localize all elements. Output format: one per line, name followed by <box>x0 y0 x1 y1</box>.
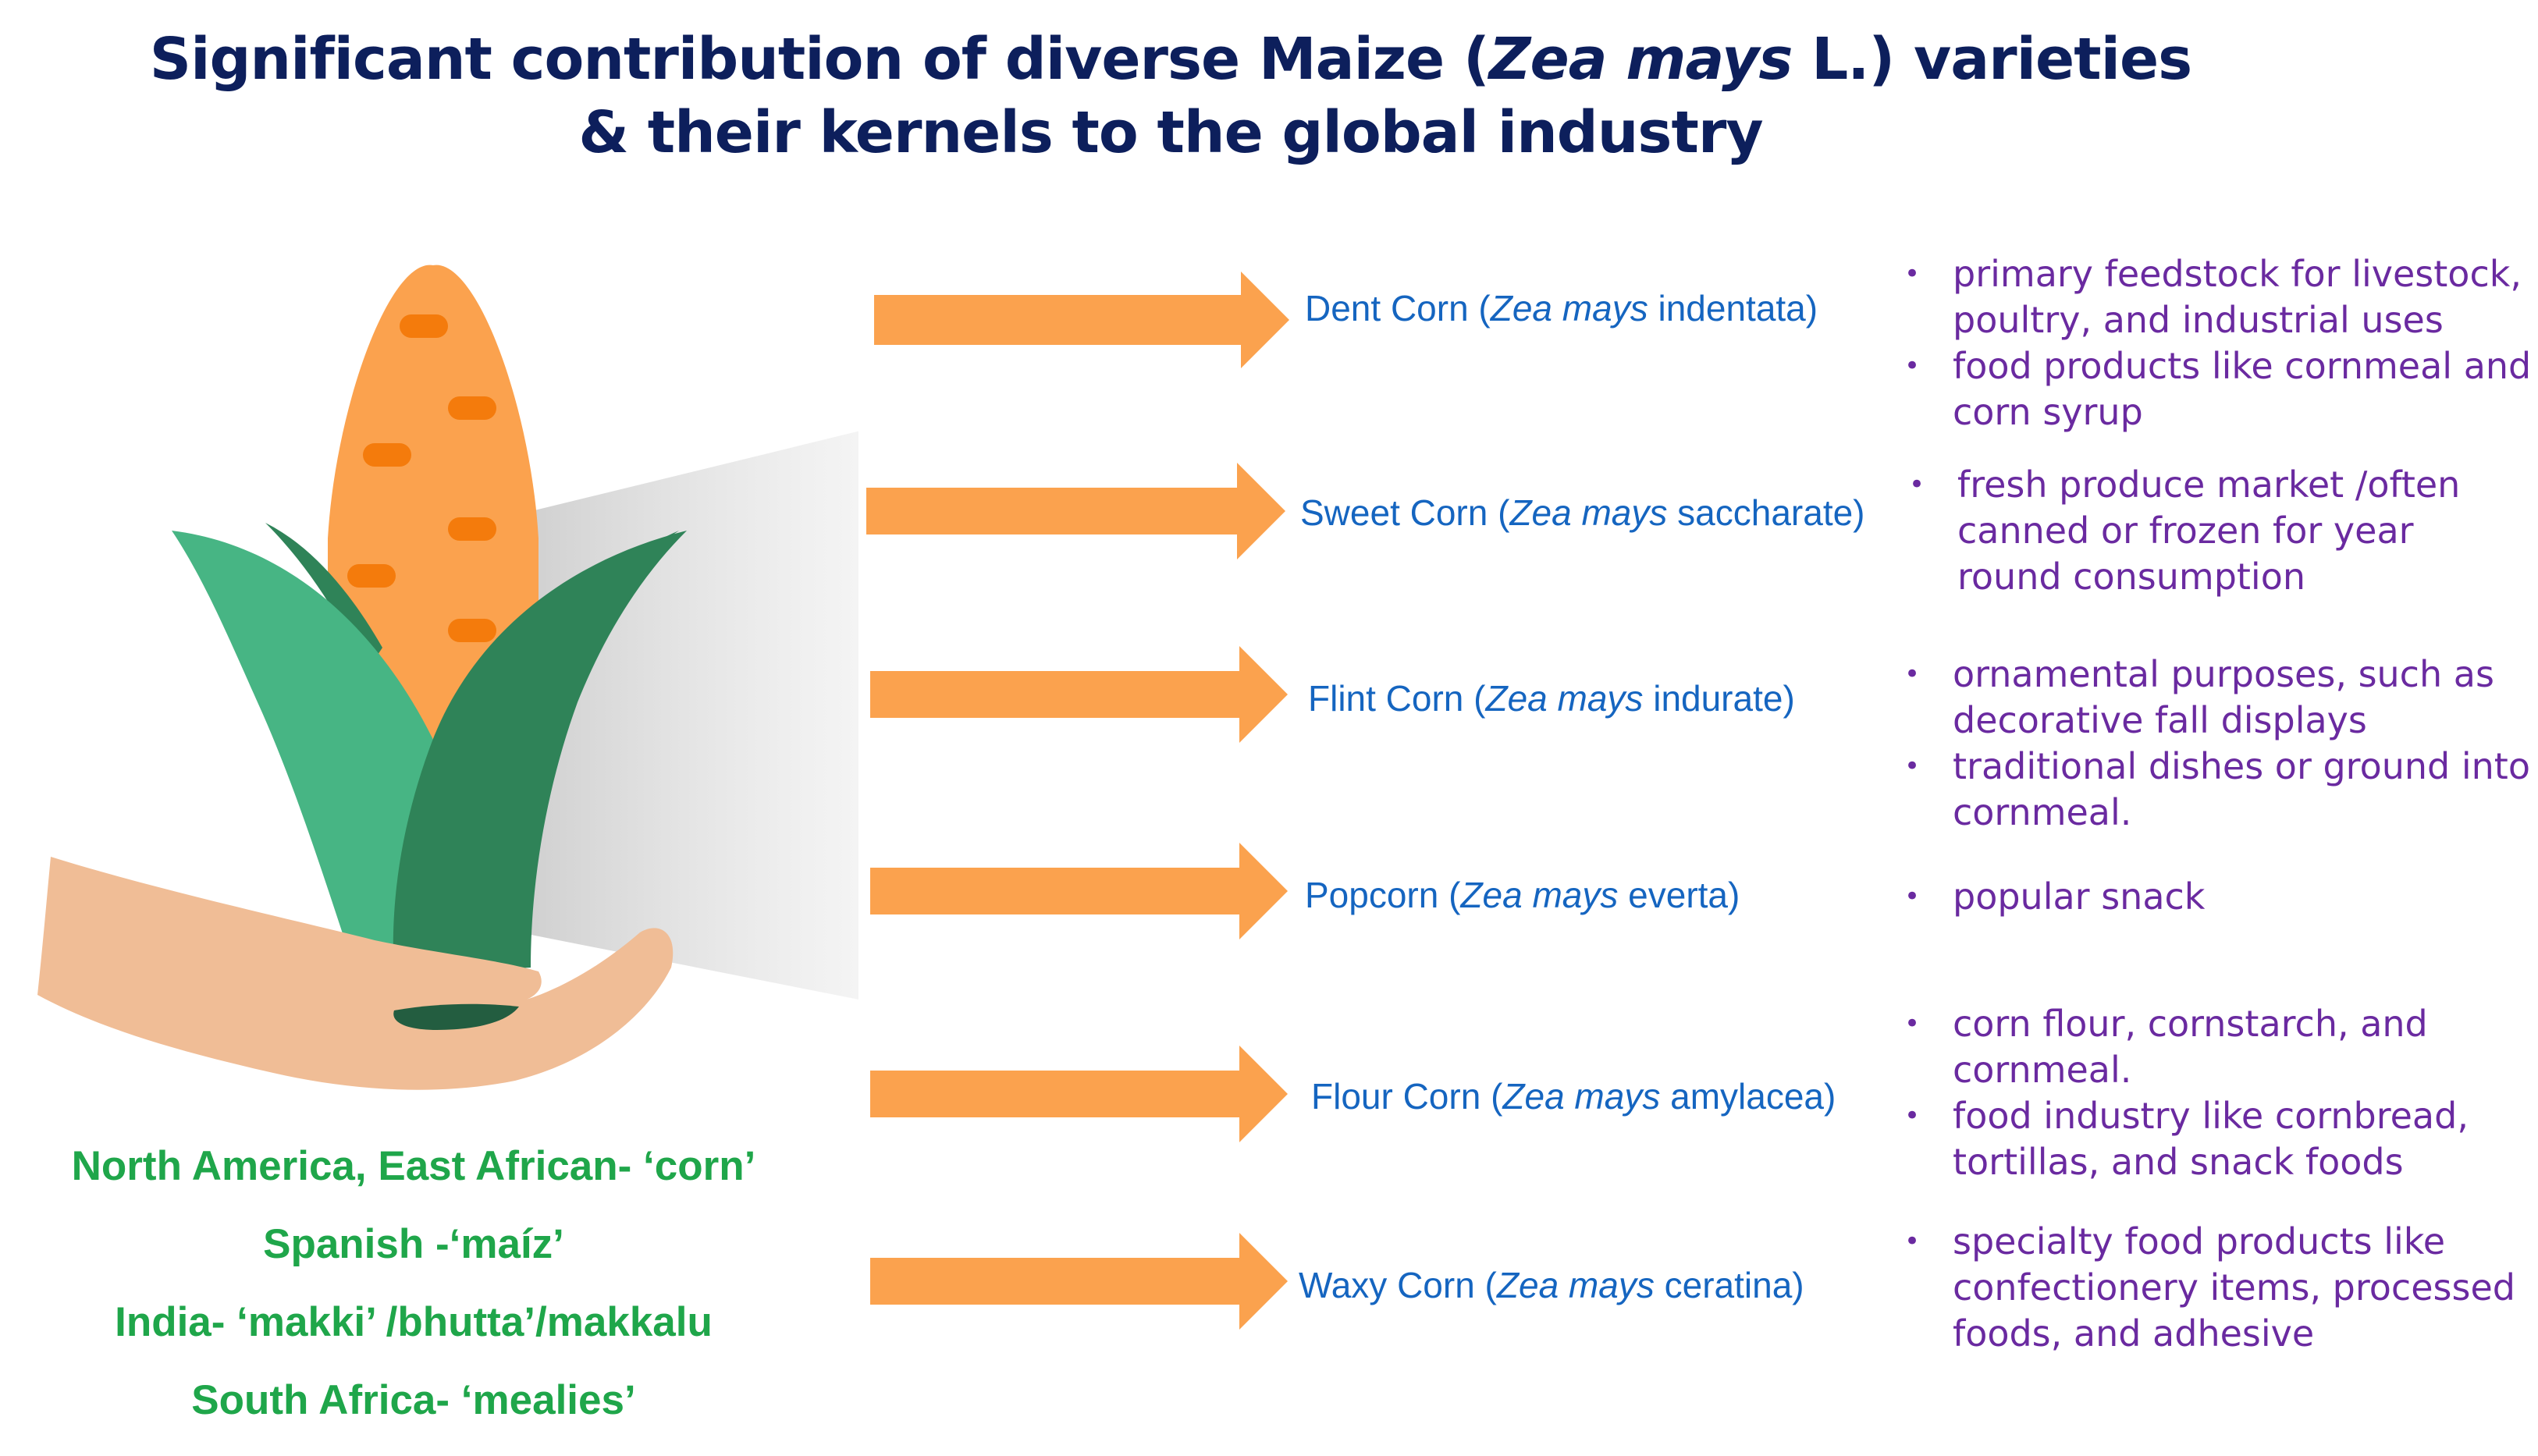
corn-husk <box>172 523 687 983</box>
title-text-end: L.) varieties <box>1792 26 2192 93</box>
kernel-mark <box>347 564 396 588</box>
variety-label-dent-corn: Dent Corn (Zea mays indentata) <box>1305 288 1818 328</box>
arrow-right-icon <box>870 1233 1288 1330</box>
arrow-group <box>866 272 1289 1330</box>
use-item: ornamental purposes, such as decorative … <box>1904 652 2538 744</box>
use-item: traditional dishes or ground into cornme… <box>1904 744 2538 836</box>
uses-list-flour-corn: corn flour, cornstarch, and cornmeal. fo… <box>1904 1001 2538 1185</box>
variety-label-popcorn: Popcorn (Zea mays everta) <box>1305 875 1740 915</box>
use-item: corn flour, cornstarch, and cornmeal. <box>1904 1001 2515 1093</box>
regional-name: Spanish -‘maíz’ <box>263 1221 564 1267</box>
uses-list-waxy-corn: specialty food products like confectione… <box>1904 1219 2538 1357</box>
kernel-mark <box>448 619 496 642</box>
use-item: popular snack <box>1904 874 2205 920</box>
arrow-right-icon <box>870 646 1288 743</box>
arrow-right-icon <box>874 272 1289 368</box>
regional-name: North America, East African- ‘corn’ <box>71 1143 756 1189</box>
kernel-mark <box>448 396 496 420</box>
arrow-right-icon <box>866 463 1285 559</box>
use-item: fresh produce market /often canned or fr… <box>1909 462 2504 600</box>
arrow-right-icon <box>870 1046 1288 1142</box>
title-species-italic: Zea mays <box>1488 26 1793 93</box>
kernel-mark <box>400 314 448 338</box>
use-item: specialty food products like confectione… <box>1904 1219 2538 1357</box>
regional-name: South Africa- ‘mealies’ <box>191 1377 636 1423</box>
arrow-right-icon <box>870 843 1288 939</box>
uses-list-sweet-corn: fresh produce market /often canned or fr… <box>1909 462 2504 600</box>
kernel-mark <box>448 517 496 541</box>
use-item: food products like cornmeal and corn syr… <box>1904 343 2538 435</box>
title-text: Significant contribution of diverse Maiz… <box>149 26 1490 93</box>
kernel-mark <box>363 443 411 467</box>
corn-in-hand-illustration <box>37 265 858 1090</box>
variety-label-sweet-corn: Sweet Corn (Zea mays saccharate) <box>1300 492 1865 533</box>
uses-list-flint-corn: ornamental purposes, such as decorative … <box>1904 652 2538 836</box>
variety-label-flint-corn: Flint Corn (Zea mays indurate) <box>1308 678 1795 719</box>
uses-list-popcorn: popular snack <box>1904 874 2205 920</box>
use-item: food industry like cornbread, tortillas,… <box>1904 1093 2538 1185</box>
variety-label-waxy-corn: Waxy Corn (Zea mays ceratina) <box>1299 1265 1804 1305</box>
regional-name: India- ‘makki’ /bhutta’/makkalu <box>115 1299 713 1345</box>
diagram-subtitle: & their kernels to the global industry <box>578 99 1763 166</box>
uses-list-dent-corn: primary feedstock for livestock, poultry… <box>1904 251 2538 435</box>
hand-icon <box>37 857 674 1090</box>
diagram-title: Significant contribution of diverse Maiz… <box>0 22 2341 97</box>
use-item: primary feedstock for livestock, poultry… <box>1904 251 2538 343</box>
variety-label-flour-corn: Flour Corn (Zea mays amylacea) <box>1311 1076 1836 1117</box>
regional-names: North America, East African- ‘corn’ Span… <box>31 1128 796 1440</box>
